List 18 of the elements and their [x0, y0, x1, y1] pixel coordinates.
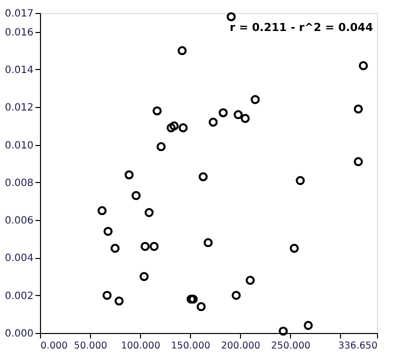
x-tick-label: 250.000 — [271, 340, 310, 352]
y-tick-label: 0.004 — [4, 253, 34, 264]
y-tick-label: 0.006 — [4, 216, 34, 227]
x-tick-label: 150.000 — [171, 340, 210, 352]
y-tick-label: 0.016 — [4, 27, 34, 38]
y-tick-label: 0.000 — [4, 328, 34, 340]
x-tick-label: 50.000 — [74, 340, 108, 352]
y-tick-label: 0.002 — [4, 290, 34, 302]
x-tick-label: 336.650 — [338, 340, 378, 352]
y-tick-label: 0.008 — [4, 178, 34, 189]
x-tick-label: 200.000 — [221, 340, 260, 352]
y-tick-label: 0.014 — [4, 64, 34, 76]
y-tick-label: 0.012 — [4, 102, 34, 114]
y-tick-label: 0.017 — [4, 8, 34, 20]
x-tick-label: 0.000 — [40, 340, 68, 352]
y-tick-label: 0.010 — [4, 140, 34, 152]
annotation: r = 0.211 - r^2 = 0.044 — [230, 21, 374, 34]
x-tick-label: 100.000 — [120, 340, 160, 352]
